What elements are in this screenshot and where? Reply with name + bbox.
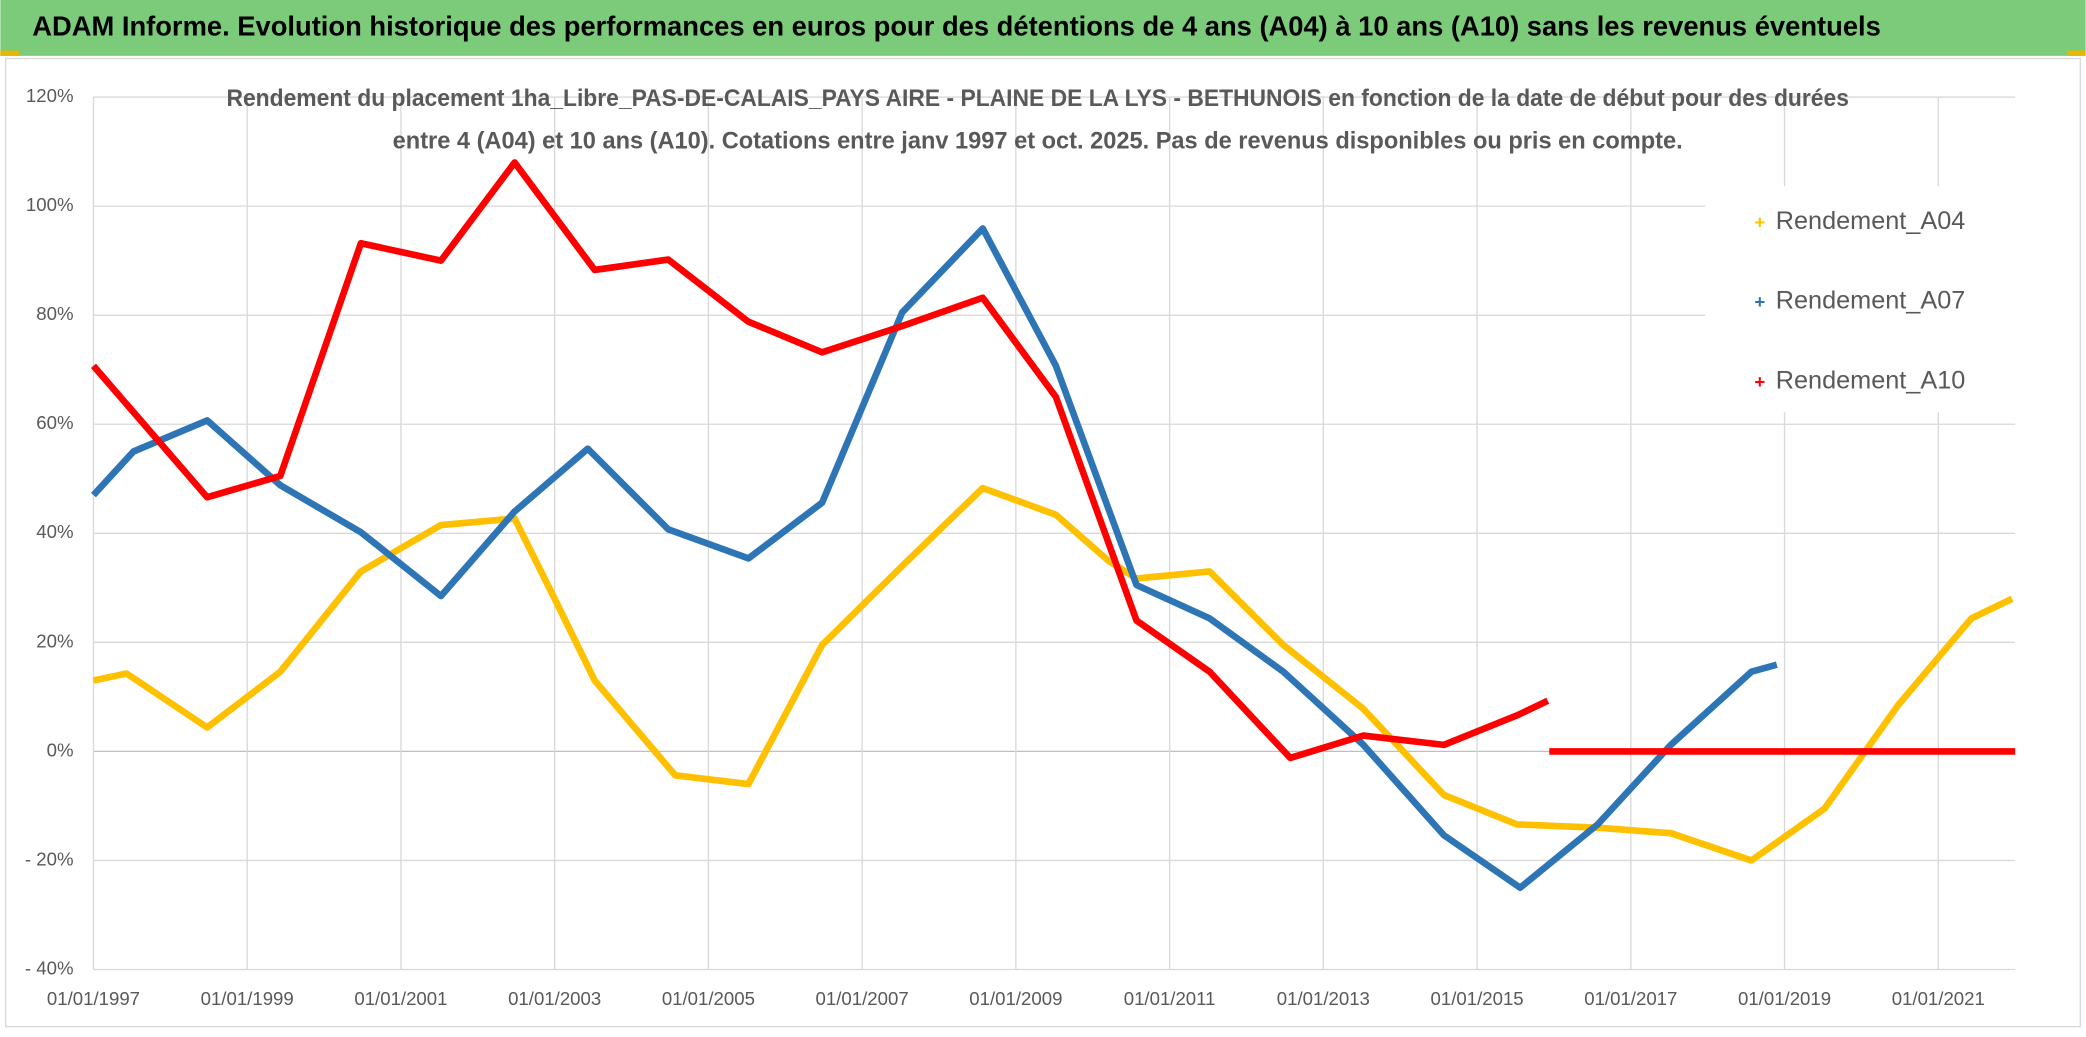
corner <box>0 50 19 56</box>
x-tick-label: 01/01/2021 <box>1892 988 1985 1009</box>
y-tick-label: 40% <box>36 521 73 542</box>
legend-label: Rendement_A10 <box>1776 366 1966 394</box>
legend-label: Rendement_A07 <box>1776 287 1966 315</box>
legend-marker: + <box>1754 371 1765 392</box>
x-tick-label: 01/01/2005 <box>662 988 755 1009</box>
y-tick-label: 100% <box>26 194 74 215</box>
x-tick-label: 01/01/2007 <box>816 988 909 1009</box>
y-tick-label: 60% <box>36 412 73 433</box>
x-tick-label: 01/01/2011 <box>1124 988 1216 1009</box>
y-tick-label: - 20% <box>25 848 74 869</box>
series-line <box>91 225 1778 892</box>
chart-frame <box>5 57 2081 1028</box>
y-tick-label: 120% <box>26 85 74 106</box>
chart-title: Rendement du placement 1ha_Libre_PAS-DE-… <box>226 85 1848 112</box>
x-tick-label: 01/01/1997 <box>47 988 140 1009</box>
legend-marker: + <box>1754 291 1765 312</box>
y-tick-label: - 40% <box>25 957 74 978</box>
series-line <box>92 484 2014 864</box>
y-tick-label: 0% <box>47 739 74 760</box>
x-tick-label: 01/01/2017 <box>1584 988 1677 1009</box>
x-tick-label: 01/01/2001 <box>354 988 447 1009</box>
corner <box>2067 50 2086 56</box>
x-tick-label: 01/01/2015 <box>1431 988 1524 1009</box>
x-tick-label: 01/01/1999 <box>201 988 294 1009</box>
x-tick-label: 01/01/2013 <box>1277 988 1370 1009</box>
y-tick-label: 80% <box>36 303 73 324</box>
x-tick-label: 01/01/2009 <box>969 988 1062 1009</box>
x-tick-label: 01/01/2019 <box>1738 988 1831 1009</box>
legend-marker: + <box>1754 211 1765 232</box>
chart-title: entre 4 (A04) et 10 ans (A10). Cotations… <box>393 128 1683 155</box>
series-line <box>90 159 2016 762</box>
x-tick-label: 01/01/2003 <box>508 988 601 1009</box>
legend-box <box>1705 186 2016 413</box>
header-bar <box>0 0 2086 56</box>
header-title: ADAM Informe. Evolution historique des p… <box>32 10 1881 41</box>
y-tick-label: 20% <box>36 630 73 651</box>
legend-label: Rendement_A04 <box>1776 207 1966 235</box>
